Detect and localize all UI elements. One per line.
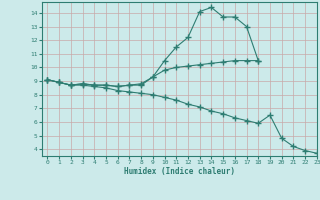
X-axis label: Humidex (Indice chaleur): Humidex (Indice chaleur) [124, 167, 235, 176]
